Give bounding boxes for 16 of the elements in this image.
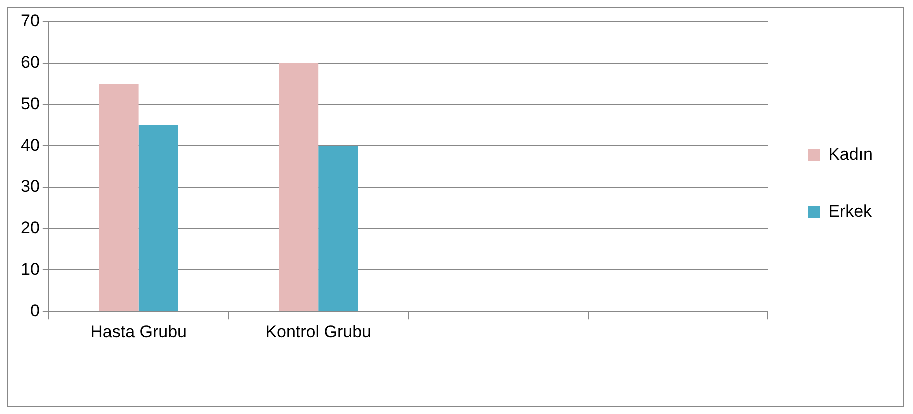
x-tick-label: Kontrol Grubu bbox=[266, 322, 372, 342]
y-tick-label: 50 bbox=[20, 94, 40, 114]
y-tick-label: 10 bbox=[20, 260, 40, 279]
legend-label: Kadın bbox=[828, 145, 874, 164]
bar bbox=[318, 146, 358, 312]
bar bbox=[99, 84, 139, 312]
bar bbox=[138, 125, 178, 312]
legend-label: Erkek bbox=[828, 202, 873, 222]
y-tick-label: 20 bbox=[20, 218, 40, 238]
y-tick-label: 60 bbox=[20, 53, 40, 72]
y-tick-label: 70 bbox=[20, 12, 40, 31]
bar bbox=[279, 63, 319, 312]
y-tick-label: 0 bbox=[30, 301, 40, 320]
y-tick-label: 30 bbox=[20, 177, 40, 196]
x-tick-label: Hasta Grubu bbox=[90, 322, 187, 342]
y-tick-label: 40 bbox=[20, 136, 40, 155]
